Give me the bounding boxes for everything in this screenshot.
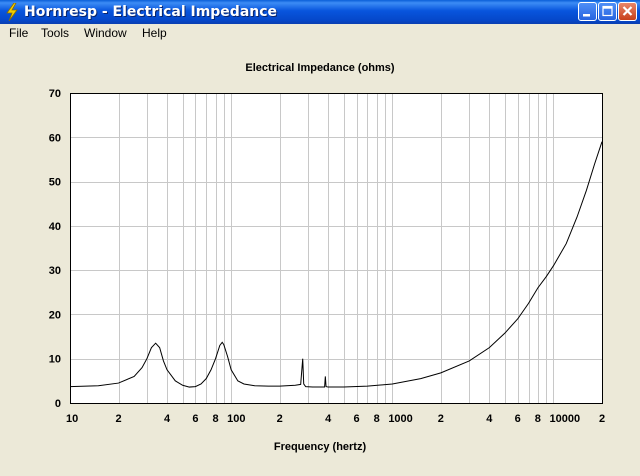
- x-tick-label: 8: [212, 413, 218, 425]
- x-tick-label: 8: [374, 413, 380, 425]
- impedance-curve: [69, 141, 603, 388]
- x-tick-label: 10: [66, 413, 78, 425]
- x-tick-label: 10000: [549, 413, 580, 425]
- x-tick-label: 2: [599, 413, 605, 425]
- menu-window[interactable]: Window: [84, 26, 127, 40]
- minimize-icon: [583, 14, 590, 17]
- close-icon: [622, 6, 633, 16]
- chart-title: Electrical Impedance (ohms): [245, 62, 395, 74]
- x-tick-label: 4: [325, 413, 332, 425]
- x-axis: 10 2 4 6 8 100 2 4 6 8 1000 2 4 6 8 10000 2: [66, 413, 605, 425]
- grid: [70, 93, 602, 403]
- menu-file[interactable]: File: [9, 26, 29, 40]
- y-tick-label: 0: [55, 398, 61, 410]
- x-tick-label: 2: [115, 413, 121, 425]
- y-tick-label: 40: [49, 221, 61, 233]
- maximize-icon: [602, 5, 613, 17]
- x-tick-label: 4: [486, 413, 493, 425]
- menu-bar: File Tools Window Help: [0, 24, 640, 42]
- y-tick-label: 50: [49, 177, 61, 189]
- close-button[interactable]: [618, 2, 637, 21]
- y-tick-label: 10: [49, 354, 61, 366]
- x-tick-label: 6: [192, 413, 198, 425]
- x-tick-label: 8: [535, 413, 541, 425]
- x-tick-label: 2: [438, 413, 444, 425]
- menu-tools[interactable]: Tools: [41, 26, 70, 40]
- plot-border: [70, 93, 603, 404]
- x-tick-label: 6: [354, 413, 360, 425]
- plot-area: [70, 93, 602, 403]
- x-tick-label: 100: [227, 413, 245, 425]
- x-tick-label: 2: [277, 413, 283, 425]
- y-tick-label: 30: [49, 265, 61, 277]
- maximize-button[interactable]: [598, 2, 617, 21]
- lightning-bolt-icon: [6, 3, 18, 21]
- x-tick-label: 6: [515, 413, 521, 425]
- y-axis: 0 10 20 30 40 50 60 70: [49, 88, 61, 410]
- title-bar: Hornresp - Electrical Impedance: [0, 0, 640, 24]
- x-tick-label: 4: [164, 413, 171, 425]
- y-tick-label: 60: [49, 132, 61, 144]
- window-title: Hornresp - Electrical Impedance: [24, 4, 278, 20]
- y-tick-label: 70: [49, 88, 61, 100]
- menu-help[interactable]: Help: [142, 26, 167, 40]
- x-tick-label: 1000: [388, 413, 412, 425]
- y-tick-label: 20: [49, 309, 61, 321]
- x-axis-label: Frequency (hertz): [273, 441, 367, 453]
- minimize-button[interactable]: [578, 2, 597, 21]
